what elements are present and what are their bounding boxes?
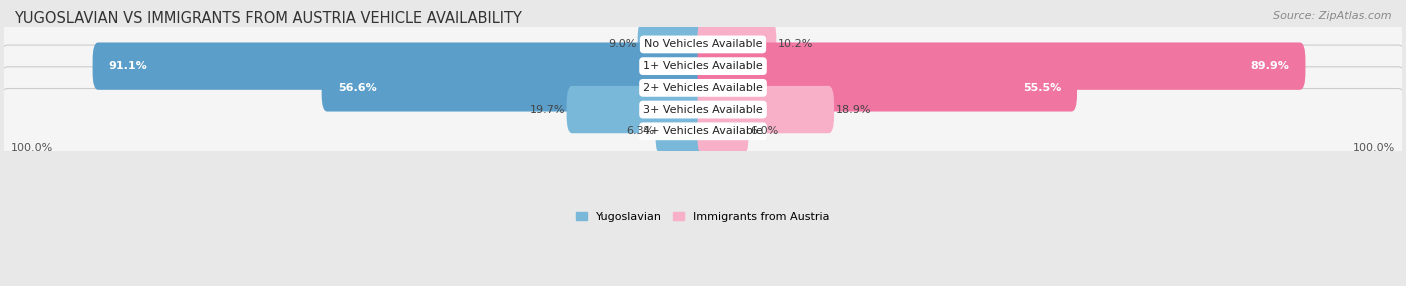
FancyBboxPatch shape <box>322 64 709 112</box>
FancyBboxPatch shape <box>655 108 709 155</box>
Text: 9.0%: 9.0% <box>607 39 637 49</box>
FancyBboxPatch shape <box>0 67 1406 152</box>
Text: 18.9%: 18.9% <box>835 105 870 115</box>
FancyBboxPatch shape <box>697 64 1077 112</box>
Text: 6.0%: 6.0% <box>749 126 778 136</box>
Text: No Vehicles Available: No Vehicles Available <box>644 39 762 49</box>
Text: 6.3%: 6.3% <box>626 126 654 136</box>
FancyBboxPatch shape <box>697 108 748 155</box>
Text: 56.6%: 56.6% <box>337 83 377 93</box>
FancyBboxPatch shape <box>0 45 1406 131</box>
Text: 2+ Vehicles Available: 2+ Vehicles Available <box>643 83 763 93</box>
FancyBboxPatch shape <box>0 2 1406 87</box>
FancyBboxPatch shape <box>0 88 1406 174</box>
Text: 89.9%: 89.9% <box>1250 61 1289 71</box>
Text: 10.2%: 10.2% <box>778 39 813 49</box>
Text: 100.0%: 100.0% <box>11 143 53 153</box>
FancyBboxPatch shape <box>0 23 1406 109</box>
Text: Source: ZipAtlas.com: Source: ZipAtlas.com <box>1274 11 1392 21</box>
FancyBboxPatch shape <box>567 86 709 133</box>
FancyBboxPatch shape <box>697 42 1305 90</box>
Text: 91.1%: 91.1% <box>108 61 148 71</box>
Text: 55.5%: 55.5% <box>1022 83 1062 93</box>
Text: 100.0%: 100.0% <box>1353 143 1395 153</box>
FancyBboxPatch shape <box>93 42 709 90</box>
Text: YUGOSLAVIAN VS IMMIGRANTS FROM AUSTRIA VEHICLE AVAILABILITY: YUGOSLAVIAN VS IMMIGRANTS FROM AUSTRIA V… <box>14 11 522 26</box>
Text: 1+ Vehicles Available: 1+ Vehicles Available <box>643 61 763 71</box>
Legend: Yugoslavian, Immigrants from Austria: Yugoslavian, Immigrants from Austria <box>576 212 830 222</box>
FancyBboxPatch shape <box>638 21 709 68</box>
FancyBboxPatch shape <box>697 86 834 133</box>
Text: 19.7%: 19.7% <box>530 105 565 115</box>
FancyBboxPatch shape <box>697 21 776 68</box>
Text: 4+ Vehicles Available: 4+ Vehicles Available <box>643 126 763 136</box>
Text: 3+ Vehicles Available: 3+ Vehicles Available <box>643 105 763 115</box>
